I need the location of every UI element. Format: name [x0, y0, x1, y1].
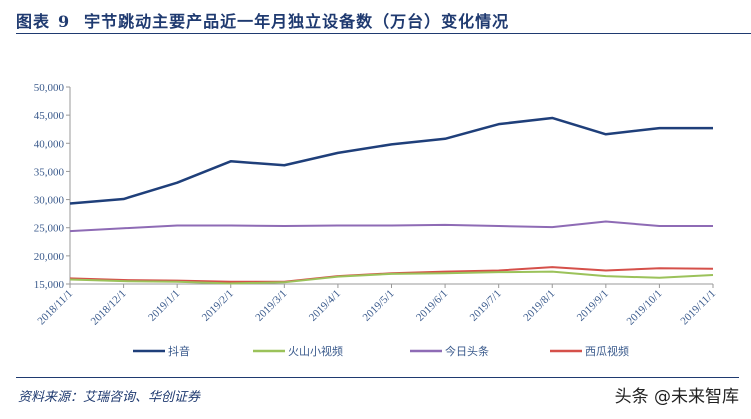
x-tick-label: 2019/10/1 [624, 288, 664, 328]
y-tick-label: 35,000 [34, 166, 65, 178]
footer-rule [16, 377, 739, 378]
y-tick-label: 50,000 [34, 82, 65, 94]
figure-title: 图表 9 宇节跳动主要产品近一年月独立设备数（万台）变化情况 [16, 8, 509, 32]
title-rule [16, 33, 751, 34]
y-tick-label: 20,000 [34, 251, 65, 263]
x-tick-label: 2019/5/1 [360, 288, 396, 324]
watermark: 头条 @未来智库 [614, 387, 739, 407]
series-line-2 [69, 220, 713, 233]
line-chart: 15,000 20,000 25,000 30,000 35,000 40,000 45,0… [34, 82, 718, 358]
x-tick-label: 2019/2/1 [200, 288, 236, 324]
figure-title-text: 宇节跳动主要产品近一年月独立设备数（万台）变化情况 [84, 12, 510, 31]
x-tick-label: 2019/9/1 [575, 288, 611, 324]
y-tick-label: 15,000 [34, 279, 65, 291]
y-tick-label: 45,000 [34, 110, 65, 122]
series-line-1 [69, 270, 714, 285]
legend-label: 西瓜视频 [585, 344, 629, 358]
x-tick-label: 2018/11/1 [35, 288, 75, 328]
x-tick-label: 2019/4/1 [307, 288, 343, 324]
x-tick-label: 2019/1/1 [146, 288, 182, 324]
x-tick-label: 2018/12/1 [89, 288, 129, 328]
figure-number: 9 [58, 12, 71, 31]
legend-label: 火山小视频 [288, 344, 343, 358]
y-tick-label: 30,000 [34, 195, 65, 207]
x-tick-label: 2019/3/1 [253, 288, 289, 324]
x-tick-label: 2019/7/1 [468, 288, 504, 324]
figure-label: 图表 [16, 12, 51, 31]
x-tick-label: 2019/8/1 [521, 288, 557, 324]
legend-label: 抖音 [168, 344, 190, 358]
x-tick-label: 2019/11/1 [678, 288, 718, 328]
y-tick-label: 40,000 [34, 138, 65, 150]
source-note: 资料来源：艾瑞咨询、华创证券 [18, 390, 201, 405]
series-line-0 [69, 116, 713, 205]
legend-label: 今日头条 [445, 344, 489, 358]
x-tick-label: 2019/6/1 [414, 288, 450, 324]
y-tick-label: 25,000 [34, 223, 65, 235]
